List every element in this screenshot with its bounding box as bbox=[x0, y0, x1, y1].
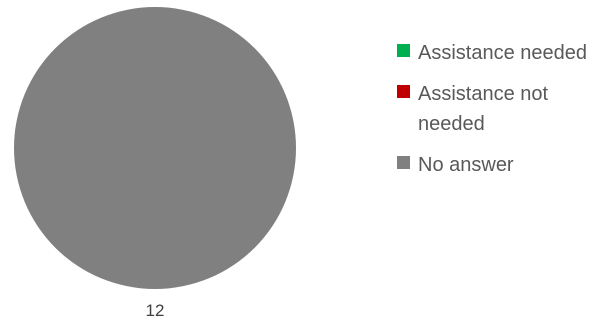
pie-slice-no-answer bbox=[14, 7, 296, 289]
legend-label-assistance-needed: Assistance needed bbox=[418, 42, 588, 64]
legend-swatch-assistance-needed bbox=[397, 44, 410, 57]
chart-legend: Assistance needed Assistance not needed … bbox=[397, 38, 587, 191]
pie-plot: 12 bbox=[14, 7, 296, 320]
legend-item-assistance-needed: Assistance needed bbox=[397, 38, 587, 68]
legend-item-assistance-not-needed: Assistance not needed bbox=[397, 79, 587, 139]
legend-item-no-answer: No answer bbox=[397, 150, 587, 180]
legend-label-no-answer: No answer bbox=[418, 154, 514, 176]
legend-swatch-assistance-not-needed bbox=[397, 85, 410, 98]
legend-swatch-no-answer bbox=[397, 156, 410, 169]
data-label-no-answer: 12 bbox=[146, 301, 165, 320]
legend-label-assistance-not-needed: Assistance not needed bbox=[418, 83, 549, 135]
